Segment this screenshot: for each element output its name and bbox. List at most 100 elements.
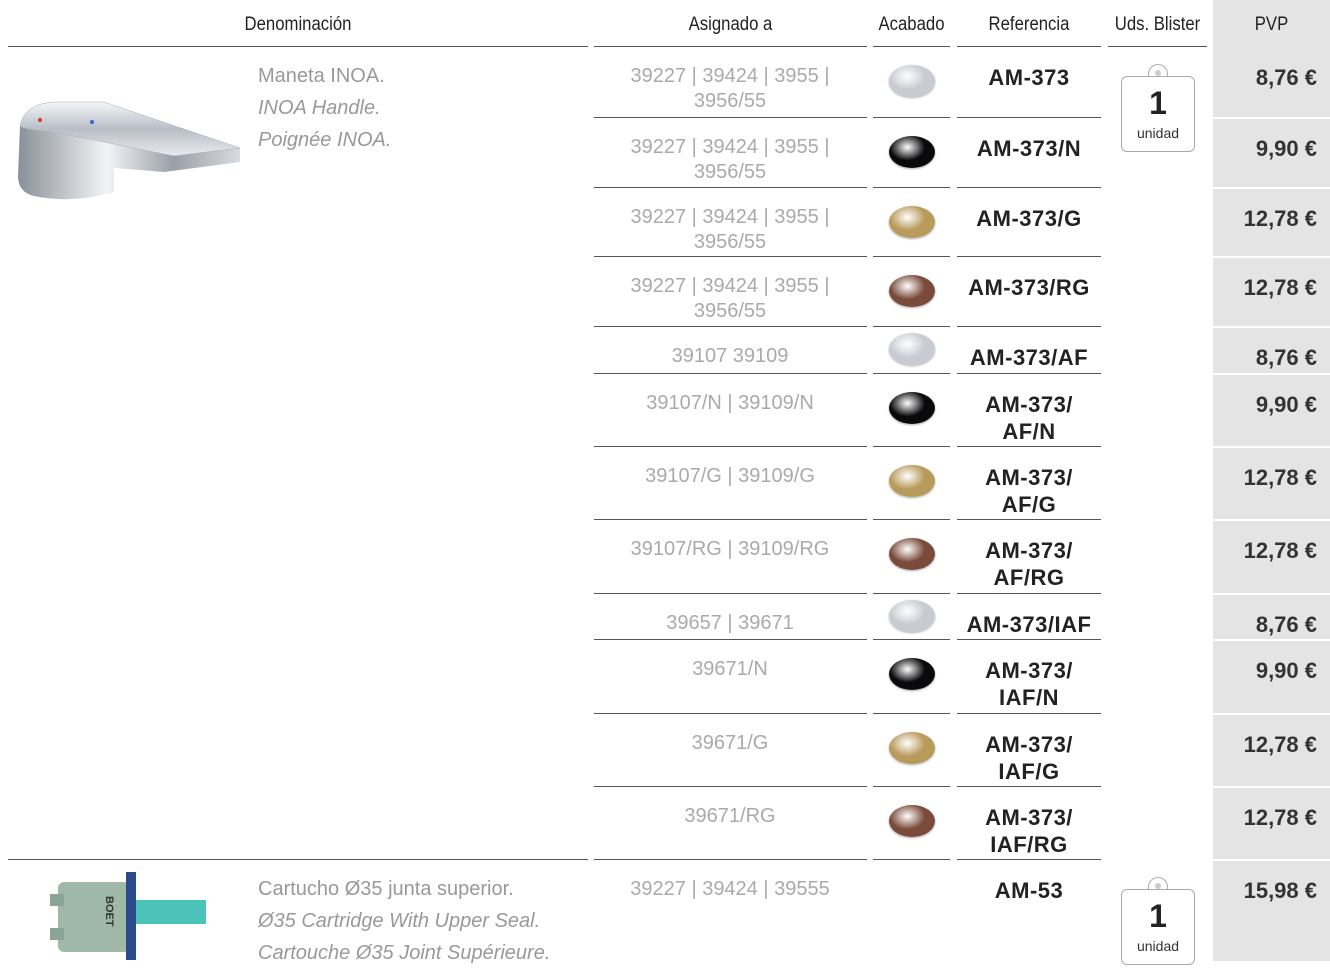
price: 9,90 € [1255,392,1317,417]
row-rule [873,786,950,787]
blister-badge: 1 unidad [1121,889,1195,965]
assigned-to: 39107/G | 39109/G [645,465,815,487]
price-rule [1213,326,1330,328]
row-rule [594,859,867,860]
row-rule [957,786,1101,787]
assigned-to: 39671/N [692,658,768,680]
row-rule [594,446,867,447]
row-rule [873,117,950,118]
handle-image [18,101,241,200]
blister-hole [1148,877,1168,892]
row-rule [873,639,950,640]
row-rule [594,187,867,188]
row-rule [873,593,950,594]
price: 8,76 € [1255,612,1317,637]
finish-swatch [889,206,935,238]
product-name: Ø35 Cartridge With Upper Seal. [258,910,541,932]
row-rule [873,859,950,860]
price-rule [1213,593,1330,595]
assigned-to: 39671/G [691,732,769,754]
product-name: Cartucho Ø35 junta superior. [258,878,514,900]
blister-badge: 1 unidad [1121,76,1195,152]
product-name: INOA Handle. [258,97,381,119]
row-rule [594,593,867,594]
row-rule [873,446,950,447]
row-rule [594,256,867,257]
reference: AM-373/G [976,206,1082,231]
svg-text:BOET: BOET [103,896,115,927]
price: 9,90 € [1255,136,1317,161]
row-rule [957,187,1101,188]
assigned-to: 39227 | 39424 | 3955 | 3956/55 [630,136,830,183]
price-rule [1213,187,1330,189]
row-rule [594,786,867,787]
group-rule [8,859,588,860]
header-rule [594,46,867,47]
product-name: Cartouche Ø35 Joint Supérieure. [258,942,551,964]
row-rule [594,117,867,118]
row-rule [594,326,867,327]
assigned-to: 39107 39109 [671,345,789,367]
row-rule [957,117,1101,118]
column-header: Uds. Blister [1114,14,1201,35]
row-rule [873,713,950,714]
header-rule [873,46,950,47]
row-rule [957,713,1101,714]
column-header: Acabado [878,14,945,35]
column-header: Referencia [988,14,1070,35]
assigned-to: 39107/RG | 39109/RG [630,538,830,560]
assigned-to: 39227 | 39424 | 39555 [630,878,830,900]
finish-swatch [889,465,935,497]
reference: AM-373/IAF [966,612,1092,637]
price-rule [1213,256,1330,258]
finish-swatch [889,600,935,632]
price: 12,78 € [1243,206,1317,231]
price: 12,78 € [1243,538,1317,563]
row-rule [873,326,950,327]
finish-swatch [889,136,935,168]
price: 12,78 € [1243,275,1317,300]
price-rule [1213,373,1330,375]
column-header: Asignado a [688,14,773,35]
assigned-to: 39227 | 39424 | 3955 | 3956/55 [630,65,830,112]
row-rule [957,639,1101,640]
column-header: PVP [1254,14,1289,35]
price-rule [1213,786,1330,788]
reference: AM-373/ IAF/RG [985,805,1073,857]
cartridge-image: BOET [50,872,206,960]
row-rule [957,326,1101,327]
blister-unit: unidad [1136,125,1180,141]
finish-swatch [889,658,935,690]
price: 8,76 € [1255,65,1317,90]
price: 12,78 € [1243,732,1317,757]
row-rule [957,859,1101,860]
reference: AM-373/N [976,136,1082,161]
blister-count: 1 [1149,85,1167,121]
row-rule [594,639,867,640]
assigned-to: 39227 | 39424 | 3955 | 3956/55 [630,206,830,253]
reference: AM-373/ IAF/G [985,732,1073,784]
reference: AM-53 [994,878,1064,903]
finish-swatch [889,392,935,424]
price-rule [1213,713,1330,715]
reference: AM-373/AF [969,345,1089,370]
product-name: Maneta INOA. [258,65,385,87]
row-rule [957,373,1101,374]
header-rule [8,46,588,47]
assigned-to: 39657 | 39671 [666,612,794,634]
reference: AM-373/RG [968,275,1090,300]
assigned-to: 39227 | 39424 | 3955 | 3956/55 [630,275,830,322]
row-rule [594,519,867,520]
finish-swatch [889,732,935,764]
finish-swatch [889,65,935,97]
row-rule [957,256,1101,257]
product-name: Poignée INOA. [258,129,392,151]
assigned-to: 39107/N | 39109/N [646,392,814,414]
blister-count: 1 [1149,898,1167,934]
finish-swatch [889,538,935,570]
column-header: Denominación [244,14,352,35]
blister-unit: unidad [1136,938,1180,954]
row-rule [594,373,867,374]
price-rule [1213,117,1330,119]
